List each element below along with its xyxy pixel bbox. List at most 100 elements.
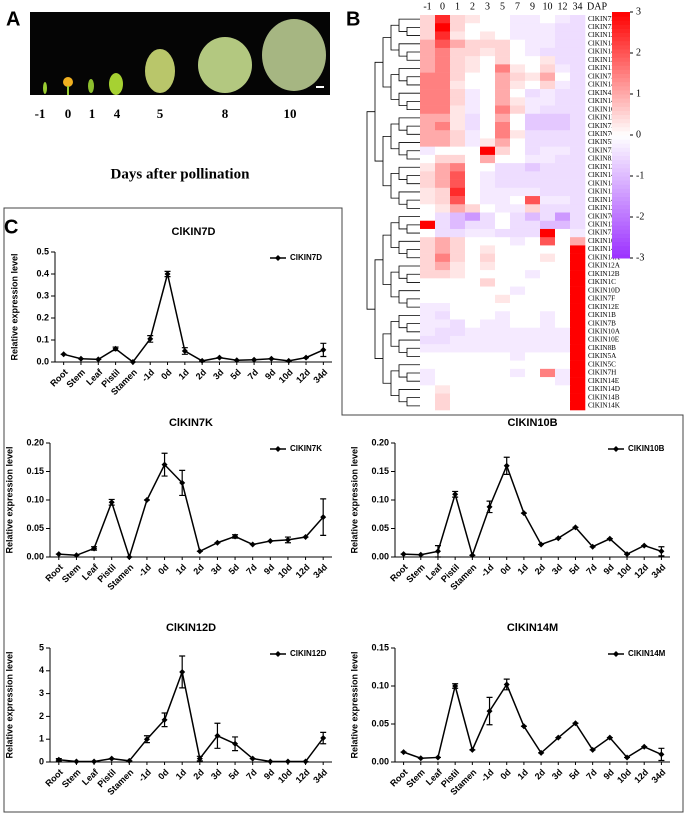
heat-cell: [495, 47, 511, 57]
heat-cell: [480, 138, 496, 147]
x-tick-label: 10d: [277, 367, 295, 385]
data-point: [285, 357, 292, 364]
colorbar-segment: [612, 204, 630, 210]
heat-cell: [525, 327, 541, 337]
heat-cell: [525, 286, 541, 296]
heat-cell: [525, 64, 541, 73]
heat-cell: [435, 261, 451, 271]
heat-cell: [555, 393, 571, 403]
row-label: ClKIN4A: [588, 89, 617, 97]
heat-cell: [495, 121, 511, 131]
heat-cell: [510, 130, 526, 139]
heat-cell: [465, 319, 481, 329]
row-label: ClKIN14E: [588, 377, 620, 385]
heat-cell: [555, 237, 571, 246]
row-label: ClKIN7G: [588, 212, 616, 220]
data-point: [161, 716, 168, 723]
heat-cell: [525, 72, 541, 82]
heat-cell: [435, 89, 451, 98]
x-tick-label: 1d: [515, 767, 530, 782]
heat-cell: [525, 196, 541, 205]
legend-marker: [275, 446, 281, 452]
heat-cell: [450, 39, 466, 49]
heat-cell: [510, 393, 526, 403]
heat-cell: [435, 64, 451, 73]
column-label: 1: [455, 1, 460, 12]
heat-cell: [435, 146, 451, 156]
heat-cell: [465, 56, 481, 65]
heat-cell: [570, 237, 586, 246]
heat-cell: [540, 64, 556, 73]
heat-cell: [465, 352, 481, 361]
x-tick-label: 10d: [276, 562, 294, 580]
heat-cell: [495, 130, 511, 139]
heat-cell: [555, 64, 571, 73]
y-tick-label: 0.05: [371, 718, 389, 728]
colorbar-segment: [612, 143, 630, 148]
heat-cell: [465, 154, 481, 164]
y-axis-label: Relative expression level: [349, 651, 359, 758]
heat-cell: [420, 228, 436, 238]
heat-cell: [510, 319, 526, 329]
colorbar-segment: [612, 36, 630, 42]
heat-cell: [525, 294, 541, 304]
x-tick-label: 34d: [649, 767, 667, 785]
heat-cell: [510, 368, 526, 378]
heat-cell: [450, 245, 466, 254]
heat-cell: [450, 171, 466, 180]
heat-cell: [525, 47, 541, 57]
colorbar-segment: [612, 237, 630, 243]
legend-marker: [613, 651, 619, 657]
heat-cell: [510, 56, 526, 65]
heat-cell: [465, 163, 481, 172]
heat-cell: [435, 278, 451, 287]
heat-cell: [540, 344, 556, 353]
heat-cell: [510, 64, 526, 73]
heat-cell: [510, 270, 526, 279]
x-tick-label: 34d: [649, 562, 667, 580]
data-point: [73, 552, 80, 559]
column-label: 10: [543, 1, 553, 12]
x-tick-label: 34d: [311, 367, 329, 385]
heat-cell: [540, 121, 556, 131]
heat-cell: [540, 39, 556, 49]
dendrogram-branch: [406, 26, 420, 36]
heat-cell: [510, 171, 526, 180]
heat-cell: [450, 56, 466, 65]
data-point: [452, 491, 459, 498]
heat-cell: [570, 368, 586, 378]
heat-cell: [525, 368, 541, 378]
data-point: [400, 749, 407, 756]
heat-cell: [570, 327, 586, 337]
colorbar-segment: [612, 65, 630, 70]
data-point: [589, 746, 596, 753]
heat-cell: [495, 286, 511, 296]
heat-cell: [450, 319, 466, 329]
heat-cell: [480, 261, 496, 271]
panel-label: B: [346, 8, 360, 30]
dendrogram-branch: [406, 273, 420, 283]
heat-cell: [525, 23, 541, 32]
heat-cell: [540, 360, 556, 370]
heat-cell: [510, 163, 526, 172]
heat-cell: [450, 179, 466, 189]
stage-label: 0: [65, 106, 72, 121]
heat-cell: [495, 393, 511, 403]
x-tick-label: 1d: [176, 367, 191, 382]
dendrogram-branch: [398, 68, 420, 82]
dendrogram-branch: [406, 397, 420, 407]
heat-cell: [555, 261, 571, 271]
heat-cell: [465, 97, 481, 106]
heat-cell: [420, 294, 436, 304]
data-point: [589, 543, 596, 550]
heat-cell: [540, 146, 556, 156]
heat-cell: [525, 163, 541, 172]
x-tick-label: 2d: [194, 367, 209, 382]
heat-cell: [570, 138, 586, 147]
data-point: [129, 359, 136, 365]
colorbar-segment: [612, 98, 630, 103]
heat-cell: [570, 335, 586, 345]
heat-cell: [510, 105, 526, 115]
data-point: [555, 535, 562, 542]
x-tick-label: 9d: [262, 562, 277, 577]
